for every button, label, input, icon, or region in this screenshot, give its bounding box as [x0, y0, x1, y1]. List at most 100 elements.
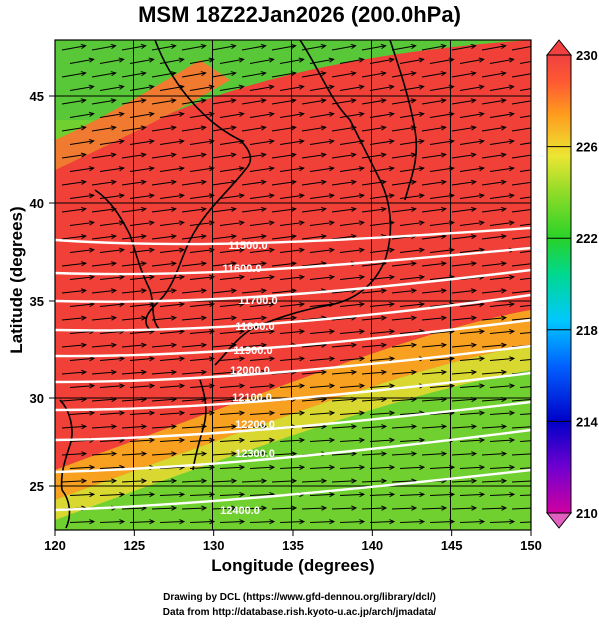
- wind-vector-head: [350, 98, 357, 104]
- wind-vector: [241, 126, 266, 132]
- wind-vector: [391, 425, 416, 429]
- wind-vector: [69, 521, 95, 523]
- wind-vector: [391, 208, 416, 213]
- wind-vector: [369, 412, 394, 415]
- wind-vector-head: [539, 492, 544, 496]
- wind-vector-head: [111, 342, 118, 348]
- wind-vector-head: [119, 410, 126, 416]
- wind-vector: [459, 140, 484, 145]
- wind-vector-head: [209, 410, 216, 416]
- wind-vector: [159, 58, 184, 64]
- wind-vector-head: [478, 220, 485, 226]
- wind-vector-head: [111, 315, 118, 321]
- wind-vector: [421, 45, 446, 51]
- wind-vector-head: [411, 451, 418, 457]
- wind-vector-head: [410, 98, 417, 104]
- wind-vector: [189, 249, 214, 253]
- wind-vector-head: [178, 138, 185, 145]
- wind-vector-head: [440, 43, 447, 50]
- wind-vector: [189, 167, 214, 172]
- wind-vector: [249, 330, 274, 334]
- wind-vector-head: [149, 437, 156, 443]
- wind-vector-head: [148, 247, 155, 253]
- wind-vector: [159, 276, 184, 280]
- wind-vector: [391, 507, 416, 510]
- wind-vector: [249, 113, 274, 118]
- wind-vector-head: [260, 206, 267, 212]
- wind-vector-head: [80, 71, 87, 77]
- wind-vector-head: [170, 233, 177, 240]
- y-axis-label: Latitude (degrees): [7, 206, 26, 354]
- wind-vector-head: [171, 505, 178, 511]
- wind-vector-head: [380, 152, 387, 158]
- wind-vector-head: [171, 451, 178, 457]
- wind-vector-head: [290, 288, 298, 294]
- wind-vector: [361, 453, 386, 456]
- wind-vector-head: [418, 111, 425, 117]
- wind-vector: [511, 100, 531, 105]
- wind-vector-head: [419, 464, 426, 470]
- wind-vector: [421, 126, 446, 132]
- wind-vector: [91, 398, 116, 402]
- wind-vector: [309, 221, 334, 226]
- wind-vector-head: [110, 288, 118, 294]
- wind-vector: [219, 412, 244, 415]
- wind-vector-head: [418, 84, 425, 90]
- wind-vector-head: [509, 383, 516, 389]
- wind-vector-head: [178, 166, 185, 172]
- wind-vector-head: [440, 233, 447, 240]
- wind-vector-head: [239, 519, 246, 525]
- wind-vector: [339, 303, 364, 307]
- wind-vector: [151, 398, 176, 402]
- wind-vector: [301, 262, 326, 267]
- wind-vector-head: [170, 179, 177, 185]
- wind-vector-head: [291, 315, 298, 321]
- wind-vector-head: [231, 315, 238, 321]
- wind-vector: [181, 507, 206, 510]
- wind-vector: [69, 167, 94, 172]
- wind-vector: [369, 167, 394, 172]
- wind-vector-head: [238, 193, 245, 199]
- wind-vector: [61, 344, 86, 348]
- wind-vector-head: [418, 301, 426, 308]
- wind-vector-head: [291, 451, 298, 457]
- wind-vector-head: [141, 369, 148, 375]
- wind-vector: [219, 466, 244, 469]
- wind-vector-head: [80, 288, 88, 294]
- wind-vector: [391, 72, 416, 78]
- wind-vector-head: [230, 43, 237, 50]
- wind-vector-head: [230, 71, 237, 77]
- wind-vector-head: [298, 220, 305, 226]
- wind-vector-head: [539, 302, 544, 306]
- wind-vector-head: [88, 220, 95, 226]
- wind-vector: [219, 493, 244, 496]
- wind-vector: [421, 208, 446, 213]
- wind-vector-head: [231, 505, 238, 511]
- wind-vector: [241, 45, 266, 51]
- wind-vector-head: [171, 315, 178, 321]
- wind-vector-head: [418, 193, 425, 199]
- wind-vector: [481, 453, 506, 456]
- wind-vector: [339, 493, 364, 496]
- wind-vector: [519, 304, 531, 307]
- wind-vector-head: [208, 111, 215, 117]
- wind-vector-head: [441, 424, 448, 430]
- wind-vector-head: [290, 206, 297, 212]
- wind-vector: [99, 466, 124, 469]
- wind-vector-head: [478, 247, 485, 253]
- wind-vector-head: [509, 356, 516, 362]
- wind-vector-head: [268, 220, 275, 226]
- wind-vector: [459, 303, 484, 307]
- wind-vector: [219, 58, 244, 64]
- wind-vector: [189, 439, 214, 442]
- wind-vector: [61, 317, 86, 321]
- wind-vector-head: [261, 424, 268, 430]
- wind-vector: [339, 330, 364, 334]
- wind-vector: [331, 72, 356, 78]
- wind-vector-head: [470, 261, 478, 267]
- wind-vector-head: [268, 111, 275, 117]
- wind-vector: [301, 208, 326, 213]
- wind-vector: [361, 425, 386, 429]
- wind-vector-head: [389, 437, 396, 443]
- wind-vector-head: [470, 98, 477, 104]
